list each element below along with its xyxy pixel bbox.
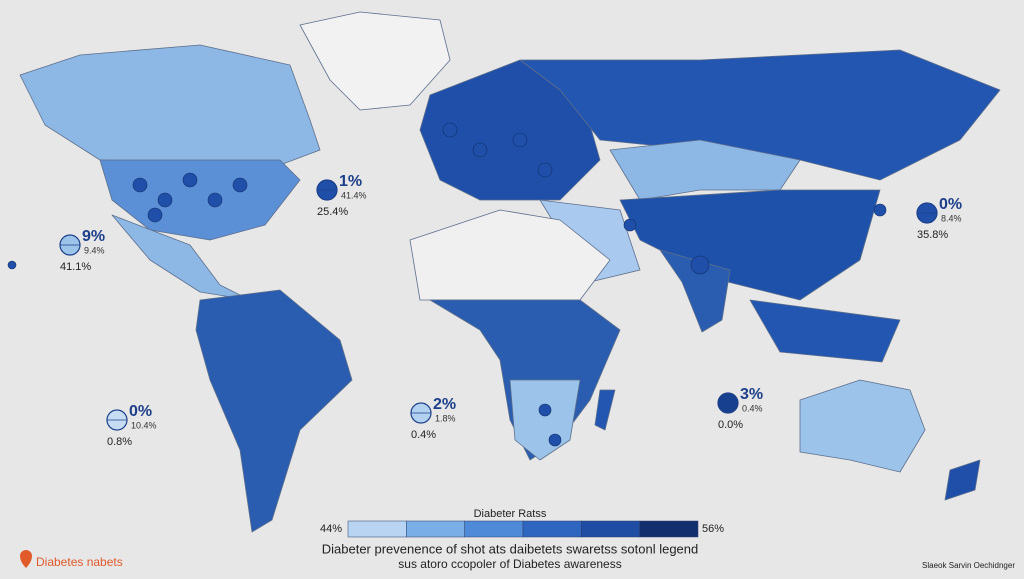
callout: 9%9.4% 41.1% xyxy=(59,228,105,273)
madagascar xyxy=(594,389,616,431)
dot xyxy=(182,172,198,188)
footer: Diabetes nabets Slaeok Sarvin Oechidnger xyxy=(20,550,1015,570)
logo-icon xyxy=(20,550,32,568)
dot xyxy=(690,255,710,275)
callout-small: 10.4% xyxy=(131,420,157,430)
greenland xyxy=(299,11,451,111)
callout-big: 0% xyxy=(129,403,152,420)
callout-value: 25.4% xyxy=(317,206,348,218)
russia xyxy=(519,49,1001,181)
legend-max: 56% xyxy=(702,523,724,535)
callouts: 1%41.4%25.4%9%9.4%41.1%0%8.4%35.8%0%10.4… xyxy=(59,173,962,448)
legend-swatch xyxy=(639,520,699,538)
callout: 3%0.4% 0.0% xyxy=(717,386,763,431)
callout-small: 41.4% xyxy=(341,190,367,200)
southeast-asia xyxy=(749,299,901,363)
canada-alaska xyxy=(19,44,321,166)
callout-small: 9.4% xyxy=(84,245,105,255)
callout-value: 41.1% xyxy=(60,261,91,273)
india xyxy=(659,249,731,333)
south-america xyxy=(195,289,353,533)
east-asia xyxy=(619,189,881,301)
callout-value: 0.0% xyxy=(718,419,743,431)
landmasses xyxy=(19,11,1001,533)
callout-small: 0.4% xyxy=(742,403,763,413)
callout: 0%8.4% 35.8% xyxy=(916,196,962,241)
legend-swatch xyxy=(522,520,582,538)
dot xyxy=(207,192,223,208)
legend-swatch xyxy=(406,520,465,538)
dot xyxy=(7,260,17,270)
dot xyxy=(512,132,528,148)
dot xyxy=(157,192,173,208)
callout-small: 8.4% xyxy=(941,213,962,223)
dot xyxy=(472,142,488,158)
callout-big: 2% xyxy=(433,396,456,413)
dot xyxy=(147,207,163,223)
callout-value: 0.4% xyxy=(411,429,436,441)
callout: 2%1.8% 0.4% xyxy=(410,396,456,441)
callout-big: 9% xyxy=(82,228,105,245)
legend-description: sus atoro ccopoler of Diabetes awareness xyxy=(398,557,621,571)
callout-big: 3% xyxy=(740,386,763,403)
australia xyxy=(799,379,926,473)
dot xyxy=(442,122,458,138)
legend-swatch xyxy=(347,520,407,538)
southern-africa xyxy=(509,379,581,461)
callout-value: 0.8% xyxy=(107,436,132,448)
dot xyxy=(623,218,637,232)
new-zealand xyxy=(944,459,981,501)
legend-min: 44% xyxy=(320,523,342,535)
dot xyxy=(537,162,553,178)
dot xyxy=(873,203,887,217)
legend-swatch xyxy=(464,520,524,538)
legend-swatch xyxy=(581,520,640,538)
credit: Slaeok Sarvin Oechidnger xyxy=(922,561,1015,570)
dot xyxy=(232,177,248,193)
callout: 1%41.4% 25.4% xyxy=(316,173,367,218)
legend-title: Diabeter Ratss xyxy=(474,508,547,520)
callout-small: 1.8% xyxy=(435,413,456,423)
callout-big: 1% xyxy=(339,173,362,190)
dot xyxy=(132,177,148,193)
dot xyxy=(548,433,562,447)
callout: 0%10.4% 0.8% xyxy=(106,403,157,448)
dot xyxy=(538,403,552,417)
legend-description: Diabeter prevenence of shot ats daibetet… xyxy=(322,541,699,556)
callout-big: 0% xyxy=(939,196,962,213)
logo-text: Diabetes nabets xyxy=(36,555,123,569)
legend: Diabeter Ratss 44% 56% Diabeter prevenen… xyxy=(320,508,724,571)
region-dots xyxy=(7,122,887,447)
legend-bar xyxy=(347,520,699,538)
callout-value: 35.8% xyxy=(917,229,948,241)
